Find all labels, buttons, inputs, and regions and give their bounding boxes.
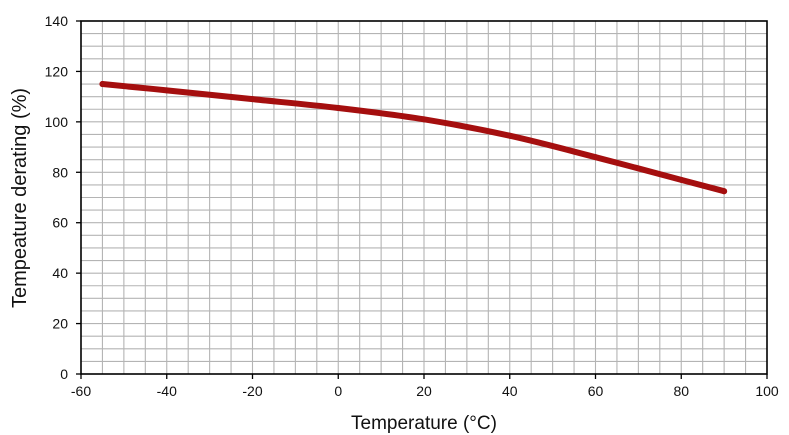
- data-point: [163, 87, 170, 94]
- y-axis-title: Tempeature derating (%): [9, 88, 31, 308]
- y-tick-label: 100: [45, 114, 69, 130]
- y-tick-label: 120: [45, 63, 69, 79]
- tick-labels: -60 -40 -20 0 20 40 60 80 100 0 20 40 60 80 100 120 140: [45, 13, 779, 399]
- y-tick-label: 40: [52, 265, 68, 281]
- data-point: [335, 104, 342, 111]
- y-tick-label: 140: [45, 13, 69, 29]
- x-tick-label: 20: [416, 383, 432, 399]
- data-point: [506, 132, 513, 139]
- data-point: [592, 154, 599, 161]
- grid: [81, 21, 767, 374]
- data-point: [99, 81, 106, 88]
- axes: [76, 20, 768, 379]
- y-tick-label: 80: [52, 164, 68, 180]
- x-axis-title: Temperature (°C): [351, 413, 497, 434]
- y-tick-label: 60: [52, 215, 68, 231]
- x-tick-label: 100: [755, 383, 779, 399]
- data-point: [249, 96, 256, 103]
- series-layer: [99, 81, 728, 195]
- data-point: [678, 176, 685, 183]
- x-tick-label: 0: [334, 383, 342, 399]
- y-tick-label: 20: [52, 316, 68, 332]
- x-tick-label: -40: [157, 383, 177, 399]
- x-tick-label: 80: [673, 383, 689, 399]
- x-tick-label: -60: [71, 383, 91, 399]
- y-tick-label: 0: [60, 366, 68, 382]
- x-tick-label: 60: [588, 383, 604, 399]
- data-point: [721, 188, 728, 195]
- x-tick-label: 40: [502, 383, 518, 399]
- data-point: [421, 116, 427, 123]
- x-tick-label: -20: [242, 383, 262, 399]
